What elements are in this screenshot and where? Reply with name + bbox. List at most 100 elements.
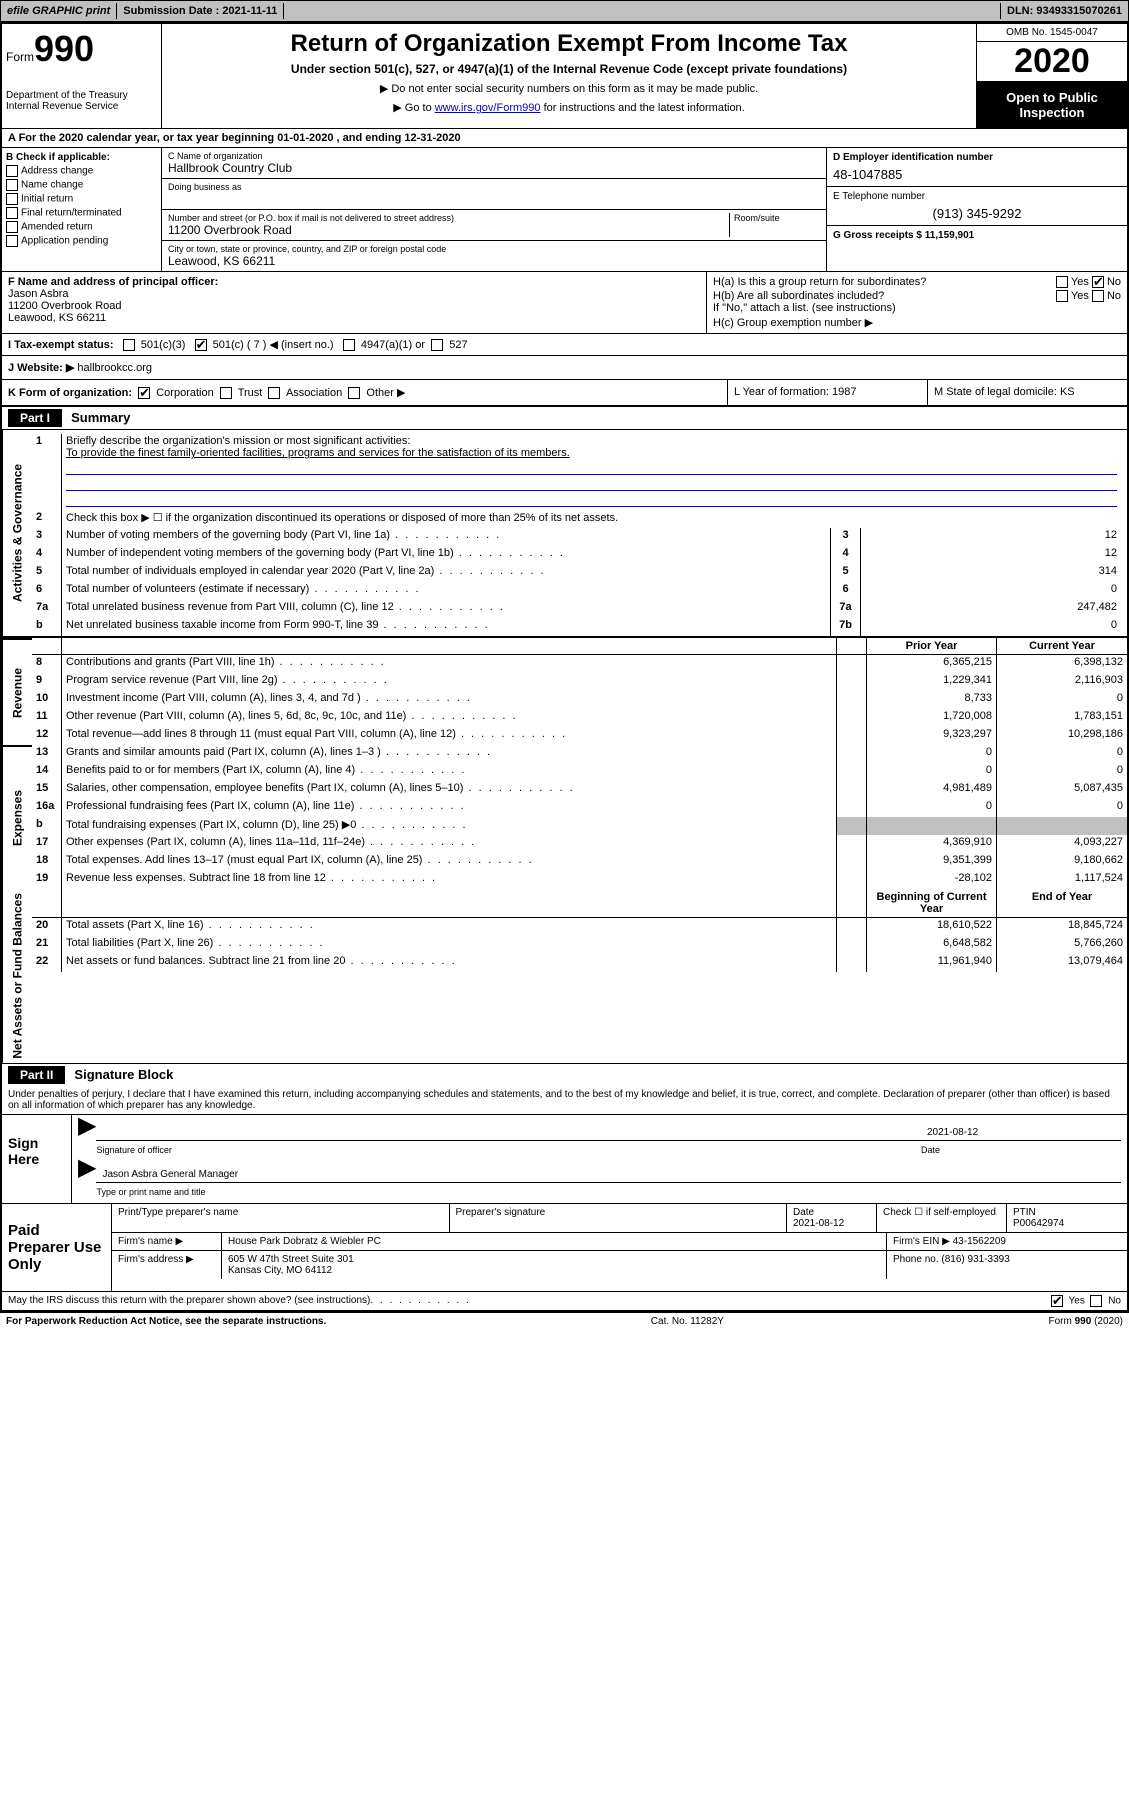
header-left: Form990 Department of the Treasury Inter…	[2, 24, 162, 128]
officer-addr2: Leawood, KS 66211	[8, 312, 700, 324]
summary-line: bNet unrelated business taxable income f…	[32, 618, 1121, 636]
part2-header-row: Part II Signature Block	[2, 1064, 1127, 1086]
hb-yes[interactable]	[1056, 290, 1068, 302]
box-b-title: B Check if applicable:	[6, 152, 157, 163]
ha-yes[interactable]	[1056, 276, 1068, 288]
data-line: bTotal fundraising expenses (Part IX, co…	[32, 817, 1127, 835]
chk-527[interactable]	[431, 339, 443, 351]
website-value: hallbrookcc.org	[74, 362, 152, 374]
hb-note: If "No," attach a list. (see instruction…	[713, 302, 1121, 314]
chk-corporation[interactable]	[138, 387, 150, 399]
chk-amended-return[interactable]: Amended return	[6, 221, 157, 233]
side-netassets: Net Assets or Fund Balances	[2, 889, 32, 1063]
data-line: 9Program service revenue (Part VIII, lin…	[32, 673, 1127, 691]
hb-no[interactable]	[1092, 290, 1104, 302]
tel-label: E Telephone number	[833, 191, 1121, 202]
discuss-row: May the IRS discuss this return with the…	[2, 1292, 1127, 1311]
data-line: 22Net assets or fund balances. Subtract …	[32, 954, 1127, 972]
hc-label: H(c) Group exemption number ▶	[713, 316, 1121, 329]
chk-association[interactable]	[268, 387, 280, 399]
discuss-yes[interactable]	[1051, 1295, 1063, 1307]
firm-name: House Park Dobratz & Wiebler PC	[222, 1233, 887, 1250]
paid-preparer-label: Paid Preparer Use Only	[2, 1204, 112, 1291]
form-990: Form990 Department of the Treasury Inter…	[0, 22, 1129, 1313]
data-line: 8Contributions and grants (Part VIII, li…	[32, 655, 1127, 673]
room-label: Room/suite	[734, 213, 820, 223]
submission-date: Submission Date : 2021-11-11	[117, 3, 284, 19]
box-b: B Check if applicable: Address change Na…	[2, 148, 162, 271]
l1-label: Briefly describe the organization's miss…	[66, 435, 410, 447]
expenses-section: Expenses 13Grants and similar amounts pa…	[2, 745, 1127, 889]
efile-label[interactable]: efile GRAPHIC print	[1, 3, 117, 19]
summary-line: 5Total number of individuals employed in…	[32, 564, 1121, 582]
ha-no[interactable]	[1092, 276, 1104, 288]
begin-year-hdr: Beginning of Current Year	[867, 889, 997, 917]
sig-officer-field[interactable]	[96, 1125, 921, 1140]
data-line: 12Total revenue—add lines 8 through 11 (…	[32, 727, 1127, 745]
form-label: Form	[6, 50, 34, 64]
self-employed-check[interactable]: Check ☐ if self-employed	[877, 1204, 1007, 1232]
sign-here-block: Sign Here ▶ 2021-08-12 Signature of offi…	[2, 1114, 1127, 1203]
street-address: 11200 Overbrook Road	[168, 223, 725, 237]
firm-ein: 43-1562209	[953, 1236, 1006, 1247]
data-line: 14Benefits paid to or for members (Part …	[32, 763, 1127, 781]
part2-title: Signature Block	[74, 1067, 173, 1082]
form-number: 990	[34, 28, 94, 69]
ein-label: D Employer identification number	[833, 152, 1121, 163]
header-mid: Return of Organization Exempt From Incom…	[162, 24, 977, 128]
chk-trust[interactable]	[220, 387, 232, 399]
firm-addr2: Kansas City, MO 64112	[228, 1265, 332, 1276]
data-line: 11Other revenue (Part VIII, column (A), …	[32, 709, 1127, 727]
part1-badge: Part I	[8, 409, 62, 427]
firm-name-label: Firm's name ▶	[112, 1233, 222, 1250]
mission-text: To provide the finest family-oriented fa…	[66, 447, 570, 459]
summary-line: 6Total number of volunteers (estimate if…	[32, 582, 1121, 600]
irs-link[interactable]: www.irs.gov/Form990	[435, 102, 541, 114]
signature-arrow-icon: ▶	[78, 1121, 96, 1155]
current-year-hdr: Current Year	[997, 638, 1127, 654]
omb-number: OMB No. 1545-0047	[977, 24, 1127, 42]
chk-other[interactable]	[348, 387, 360, 399]
summary-line: 7aTotal unrelated business revenue from …	[32, 600, 1121, 618]
revenue-section: Revenue Prior YearCurrent Year 8Contribu…	[2, 638, 1127, 745]
chk-4947[interactable]	[343, 339, 355, 351]
box-c: C Name of organization Hallbrook Country…	[162, 148, 827, 271]
tax-year: 2020	[977, 42, 1127, 82]
summary-line: 4Number of independent voting members of…	[32, 546, 1121, 564]
chk-501c3[interactable]	[123, 339, 135, 351]
chk-final-return[interactable]: Final return/terminated	[6, 207, 157, 219]
part1-title: Summary	[71, 410, 130, 425]
data-line: 17Other expenses (Part IX, column (A), l…	[32, 835, 1127, 853]
chk-address-change[interactable]: Address change	[6, 165, 157, 177]
signature-arrow-icon-2: ▶	[78, 1163, 96, 1197]
firm-phone: (816) 931-3393	[941, 1254, 1009, 1265]
ein-value: 48-1047885	[833, 167, 1121, 182]
chk-application-pending[interactable]: Application pending	[6, 235, 157, 247]
chk-initial-return[interactable]: Initial return	[6, 193, 157, 205]
perjury-text: Under penalties of perjury, I declare th…	[2, 1086, 1127, 1114]
org-name-label: C Name of organization	[168, 151, 820, 161]
sig-date-label: Date	[921, 1145, 1121, 1155]
discuss-no[interactable]	[1090, 1295, 1102, 1307]
box-h: H(a) Is this a group return for subordin…	[707, 272, 1127, 333]
prior-year-hdr: Prior Year	[867, 638, 997, 654]
preparer-name-label: Print/Type preparer's name	[112, 1204, 450, 1232]
year-formation: L Year of formation: 1987	[727, 380, 927, 405]
side-expenses: Expenses	[2, 745, 32, 889]
row-fh: F Name and address of principal officer:…	[2, 272, 1127, 334]
chk-501c[interactable]	[195, 339, 207, 351]
data-line: 10Investment income (Part VIII, column (…	[32, 691, 1127, 709]
gross-receipts: G Gross receipts $ 11,159,901	[833, 230, 1121, 241]
officer-label: F Name and address of principal officer:	[8, 276, 700, 288]
form-header: Form990 Department of the Treasury Inter…	[2, 24, 1127, 129]
form-title: Return of Organization Exempt From Incom…	[168, 30, 970, 58]
summary-line: 3Number of voting members of the governi…	[32, 528, 1121, 546]
name-title-label: Type or print name and title	[96, 1187, 1121, 1197]
chk-name-change[interactable]: Name change	[6, 179, 157, 191]
goto-note: ▶ Go to www.irs.gov/Form990 for instruct…	[168, 101, 970, 114]
form-ref: Form 990 (2020)	[1049, 1316, 1123, 1327]
sig-officer-label: Signature of officer	[96, 1145, 921, 1155]
org-name: Hallbrook Country Club	[168, 161, 820, 175]
tel-value: (913) 345-9292	[833, 206, 1121, 221]
ptin: P00642974	[1013, 1218, 1064, 1229]
